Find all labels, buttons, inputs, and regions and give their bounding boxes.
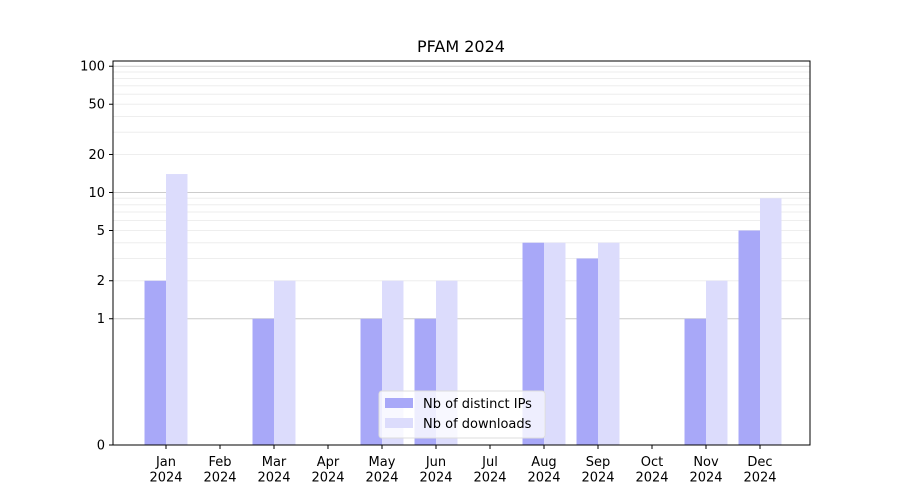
bar-downloads [274, 280, 296, 445]
legend-box [378, 390, 546, 439]
legend-label: Nb of distinct IPs [423, 397, 532, 412]
grid [113, 65, 810, 320]
x-tick-label: Apr 2024 [311, 455, 344, 486]
bar-distinct-ips [684, 318, 706, 445]
bar-distinct-ips [738, 230, 760, 445]
legend-label: Nb of downloads [423, 417, 532, 432]
x-tick-label: Feb 2024 [203, 455, 236, 486]
legend-swatch [385, 398, 413, 408]
y-axis: 0 1 2 5 10 20 50 100 [80, 60, 113, 454]
y-tick-label: 10 [88, 186, 105, 201]
x-tick-label: May 2024 [365, 455, 398, 486]
bar-distinct-ips [144, 280, 166, 445]
y-tick-label: 2 [97, 274, 105, 289]
plot-frame [112, 60, 811, 446]
bar-distinct-ips [576, 258, 598, 445]
x-tick-label: Jan 2024 [149, 455, 182, 486]
bar-downloads [166, 174, 188, 445]
bars [144, 174, 782, 445]
bar-downloads [598, 242, 620, 445]
x-tick-label: Sep 2024 [581, 455, 614, 486]
x-tick-label: Dec 2024 [743, 455, 776, 486]
y-tick-label: 100 [80, 60, 105, 75]
legend-swatch [385, 418, 413, 428]
x-tick-label: Mar 2024 [257, 455, 290, 486]
x-tick-label: Jun 2024 [419, 455, 452, 486]
y-tick-label: 1 [97, 312, 105, 327]
y-tick-label: 20 [88, 148, 105, 163]
bar-distinct-ips [252, 318, 274, 445]
bar-downloads [544, 242, 566, 445]
x-axis: Jan 2024 Feb 2024 Mar 2024 Apr 2024 May 2024 Jun 20… [149, 445, 777, 486]
x-tick-label: Nov 2024 [689, 455, 722, 486]
y-tick-label: 50 [88, 98, 105, 113]
x-tick-label: Oct 2024 [635, 455, 668, 486]
y-tick-label: 5 [97, 224, 105, 239]
x-tick-label: Aug 2024 [527, 455, 560, 486]
bar-downloads [760, 198, 782, 445]
bar-downloads [706, 280, 728, 445]
x-tick-label: Jul 2024 [473, 455, 506, 486]
bar-distinct-ips [360, 318, 382, 445]
y-tick-label: 0 [97, 439, 105, 454]
legend: Nb of distinct IPs Nb of downloads [378, 390, 546, 439]
chart-title: PFAM 2024 [417, 37, 505, 56]
